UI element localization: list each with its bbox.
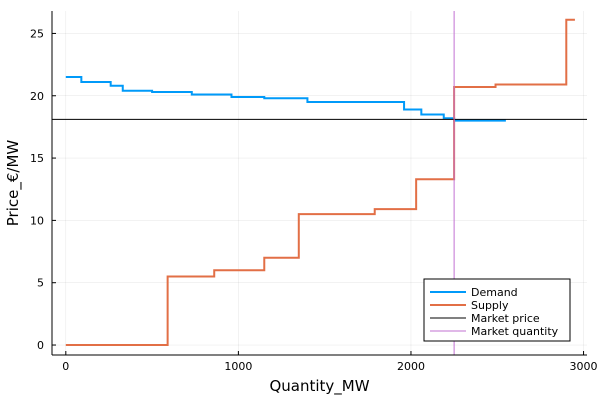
y-tick-label: 25	[30, 27, 44, 40]
tick-labels: 0 1000 2000 3000 0 5 10 15 20 25	[30, 27, 598, 373]
series-supply	[65, 18, 575, 347]
y-axis-label: Price_€/MW	[4, 140, 23, 227]
y-tick-label: 5	[37, 277, 44, 290]
legend-label: Market price	[471, 312, 540, 325]
x-axis-label: Quantity_MW	[269, 377, 369, 396]
legend-label: Demand	[471, 286, 518, 299]
x-tick-label: 3000	[570, 360, 598, 373]
series-demand	[65, 76, 506, 122]
x-tick-label: 0	[62, 360, 69, 373]
plot-frame	[51, 11, 587, 356]
y-tick-label: 15	[30, 152, 44, 165]
y-tick-label: 0	[37, 339, 44, 352]
legend-label: Market quantity	[471, 325, 559, 338]
x-tick-label: 1000	[224, 360, 252, 373]
x-tick-label: 2000	[397, 360, 425, 373]
legend-label: Supply	[471, 299, 509, 312]
y-tick-label: 10	[30, 214, 44, 227]
y-tick-label: 20	[30, 90, 44, 103]
